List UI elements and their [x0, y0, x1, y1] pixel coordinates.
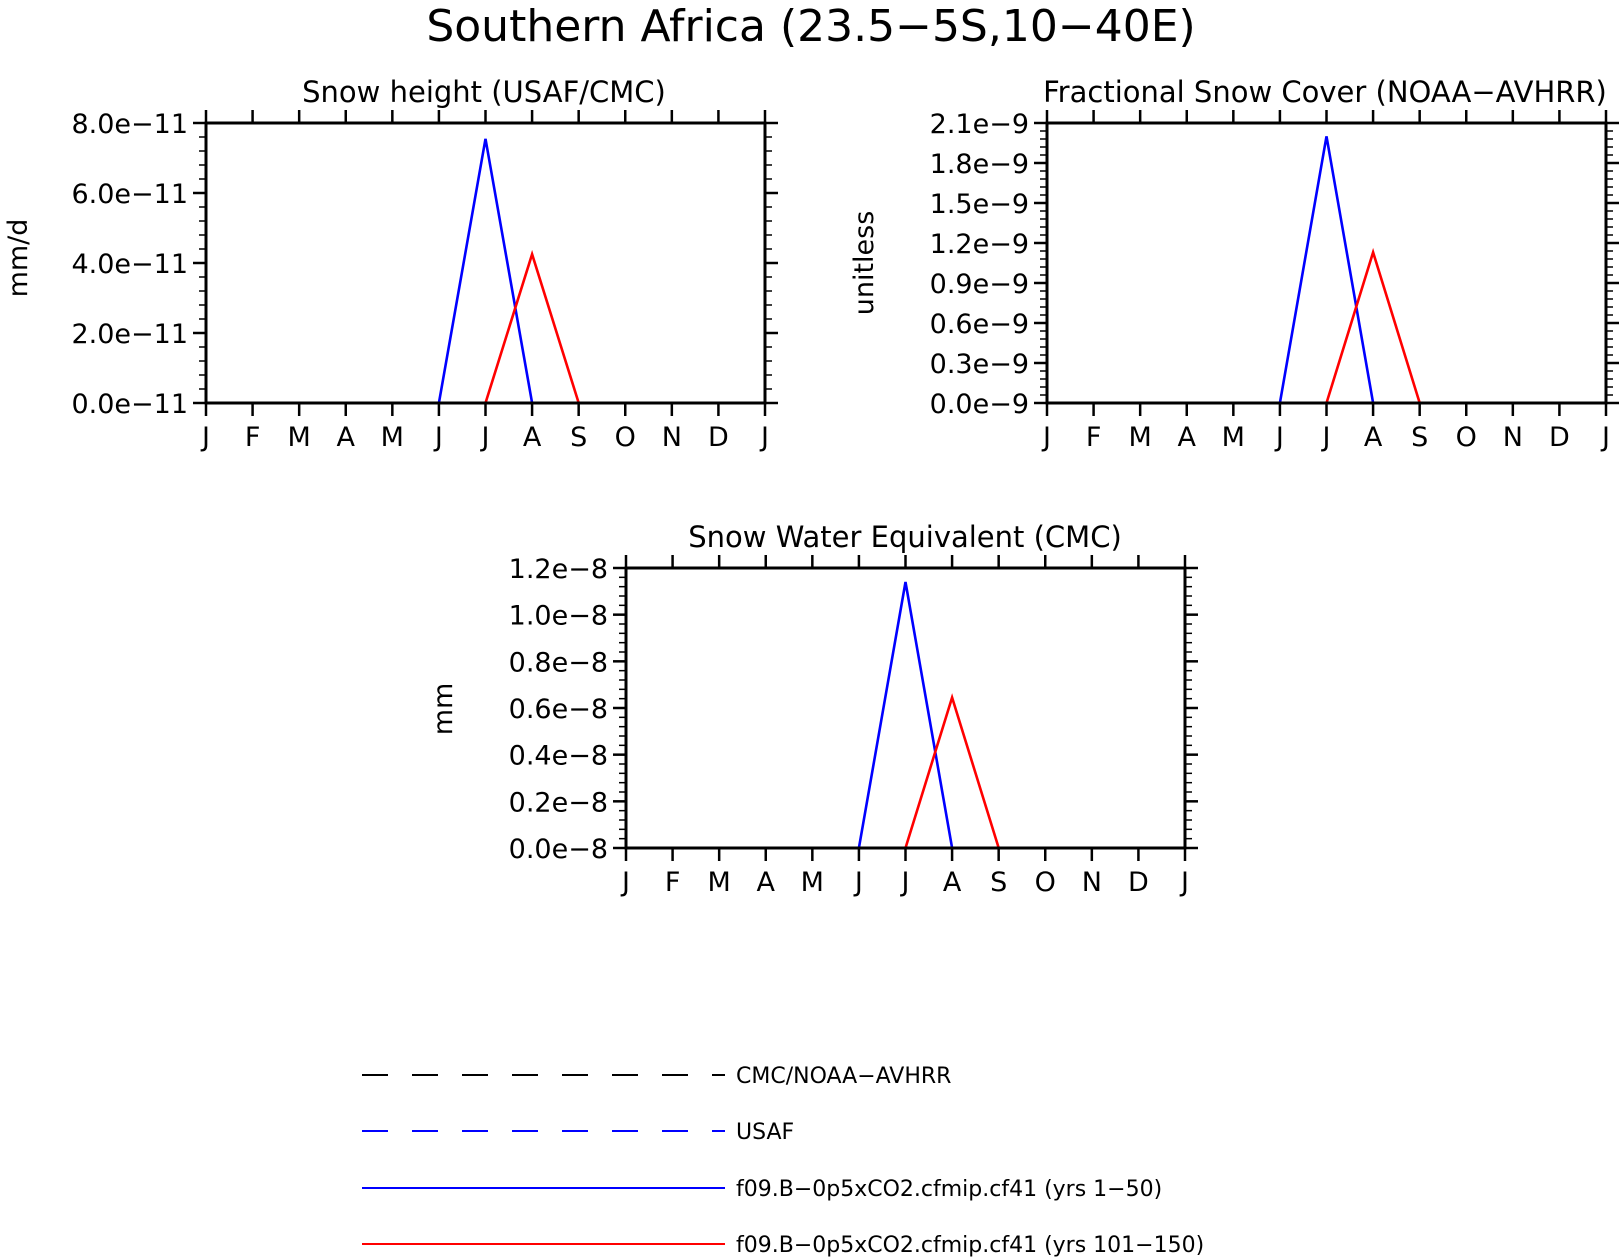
- y-tick-label: 1.2e−9: [930, 229, 1029, 260]
- x-tick-label: F: [1086, 422, 1102, 453]
- y-tick-label: 1.2e−8: [509, 554, 608, 585]
- series-line-yrs-101-150: [1047, 247, 1606, 405]
- x-tick-label: M: [288, 422, 311, 453]
- y-tick-label: 1.5e−9: [930, 189, 1029, 220]
- x-tick-label: J: [900, 867, 910, 898]
- y-tick-label: 2.0e−11: [71, 319, 188, 350]
- x-tick-label: J: [620, 867, 630, 898]
- series-line-yrs-1-50: [1047, 136, 1606, 405]
- y-tick-label: 1.0e−8: [509, 601, 608, 632]
- legend-label-run-yrs-101-150: f09.B−0p5xCO2.cfmip.cf41 (yrs 101−150): [736, 1233, 1204, 1258]
- y-axis-label: mm/d: [3, 219, 34, 298]
- x-tick-label: J: [1041, 422, 1051, 453]
- panel-fractional-snow-cover: Fractional Snow Cover (NOAA−AVHRR) unitl…: [849, 75, 1619, 453]
- plot-frame: [1045, 121, 1608, 405]
- x-tick-label: F: [245, 422, 261, 453]
- legend-label-usaf: USAF: [736, 1120, 794, 1145]
- y-tick-label: 0.8e−8: [509, 647, 608, 678]
- x-tick-label: A: [943, 867, 962, 898]
- y-tick-label: 0.4e−8: [509, 741, 608, 772]
- x-tick-label: S: [990, 867, 1007, 898]
- x-tick-label: D: [1128, 867, 1149, 898]
- series-line-yrs-1-50: [626, 581, 1185, 850]
- x-tick-label: N: [662, 422, 682, 453]
- figure-title: Southern Africa (23.5−5S,10−40E): [426, 1, 1195, 52]
- panel-title: Snow height (USAF/CMC): [302, 75, 666, 109]
- x-tick-label: J: [433, 422, 443, 453]
- y-tick-label: 0.0e−11: [71, 389, 188, 420]
- x-tick-label: A: [1364, 422, 1383, 453]
- y-tick-label: 2.1e−9: [930, 109, 1029, 140]
- x-tick-label: A: [757, 867, 776, 898]
- plot-frame: [204, 121, 767, 405]
- x-tick-label: M: [1222, 422, 1245, 453]
- x-tick-label: M: [801, 867, 824, 898]
- y-tick-label: 0.0e−8: [509, 834, 608, 865]
- y-tick-label: 8.0e−11: [71, 109, 188, 140]
- x-tick-label: N: [1503, 422, 1523, 453]
- x-tick-label: O: [615, 422, 636, 453]
- series-line-yrs-1-50: [206, 138, 765, 405]
- series-line-yrs-101-150: [206, 249, 765, 405]
- x-tick-label: M: [381, 422, 404, 453]
- x-tick-label: J: [200, 422, 210, 453]
- y-tick-label: 4.0e−11: [71, 249, 188, 280]
- x-tick-label: S: [1411, 422, 1428, 453]
- x-tick-label: J: [1179, 867, 1189, 898]
- x-tick-label: O: [1456, 422, 1477, 453]
- y-axis-label: mm: [428, 683, 459, 736]
- x-tick-label: A: [337, 422, 356, 453]
- x-tick-label: J: [1274, 422, 1284, 453]
- x-tick-label: D: [708, 422, 729, 453]
- y-tick-label: 0.0e−9: [930, 389, 1029, 420]
- x-tick-label: O: [1035, 867, 1056, 898]
- x-tick-label: J: [759, 422, 769, 453]
- series-line-yrs-101-150: [626, 693, 1185, 850]
- y-tick-label: 1.8e−9: [930, 149, 1029, 180]
- x-tick-label: M: [1129, 422, 1152, 453]
- y-axis-label: unitless: [849, 211, 880, 316]
- legend-label-cmc-noaa-avhrr: CMC/NOAA−AVHRR: [736, 1064, 951, 1089]
- panel-title: Fractional Snow Cover (NOAA−AVHRR): [1043, 75, 1607, 109]
- y-tick-label: 0.2e−8: [509, 787, 608, 818]
- y-tick-label: 0.9e−9: [930, 269, 1029, 300]
- x-tick-label: A: [1178, 422, 1197, 453]
- x-tick-label: F: [665, 867, 681, 898]
- x-tick-label: D: [1549, 422, 1570, 453]
- panel-title: Snow Water Equivalent (CMC): [688, 520, 1122, 554]
- x-tick-label: J: [480, 422, 490, 453]
- y-tick-label: 6.0e−11: [71, 179, 188, 210]
- x-tick-label: J: [1321, 422, 1331, 453]
- plot-frame: [624, 566, 1187, 850]
- x-tick-label: J: [853, 867, 863, 898]
- y-tick-label: 0.3e−9: [930, 349, 1029, 380]
- x-tick-label: N: [1082, 867, 1102, 898]
- y-tick-label: 0.6e−8: [509, 694, 608, 725]
- legend-label-run-yrs-1-50: f09.B−0p5xCO2.cfmip.cf41 (yrs 1−50): [736, 1177, 1162, 1202]
- x-tick-label: S: [570, 422, 587, 453]
- x-tick-label: A: [523, 422, 542, 453]
- legend: CMC/NOAA−AVHRR USAF f09.B−0p5xCO2.cfmip.…: [362, 1064, 1204, 1258]
- x-tick-label: M: [708, 867, 731, 898]
- x-tick-label: J: [1600, 422, 1610, 453]
- y-tick-label: 0.6e−9: [930, 309, 1029, 340]
